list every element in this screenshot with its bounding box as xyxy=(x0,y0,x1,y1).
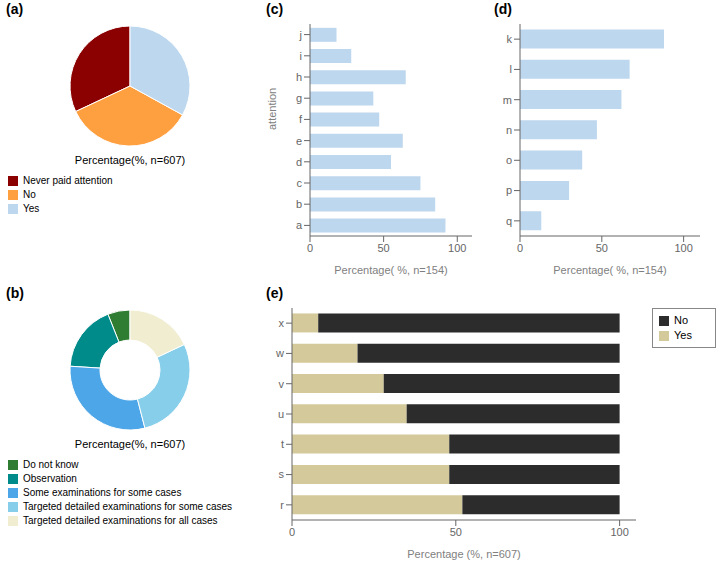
svg-text:q: q xyxy=(506,215,512,227)
svg-text:0: 0 xyxy=(307,242,313,254)
svg-text:s: s xyxy=(279,468,285,480)
svg-text:c: c xyxy=(297,177,303,189)
svg-text:a: a xyxy=(296,219,303,231)
svg-text:t: t xyxy=(281,438,284,450)
html-text:(d): (d) xyxy=(494,1,512,17)
svg-text:g: g xyxy=(296,92,302,104)
html-text:Percentage(%, n=607): Percentage(%, n=607) xyxy=(74,438,186,450)
html-text:Targeted detailed examinations: Targeted detailed examinations for some … xyxy=(23,501,232,512)
svg-text:j: j xyxy=(299,29,302,41)
html-text:Observation: Observation xyxy=(23,473,77,484)
html-text:Percentage(%, n=607): Percentage(%, n=607) xyxy=(74,154,186,166)
html-text:Targeted detailed examinations: Targeted detailed examinations for all c… xyxy=(23,515,218,526)
svg-text:x: x xyxy=(279,317,285,329)
html-text:Yes: Yes xyxy=(23,203,40,214)
html-text:Do not know: Do not know xyxy=(23,459,79,470)
svg-text:b: b xyxy=(296,198,302,210)
svg-text:Percentage( %, n=154): Percentage( %, n=154) xyxy=(553,264,666,276)
svg-text:p: p xyxy=(506,184,512,196)
svg-text:50: 50 xyxy=(450,526,462,538)
svg-text:Percentage (%, n=607): Percentage (%, n=607) xyxy=(407,548,520,560)
html-text:(c): (c) xyxy=(266,1,284,17)
svg-text:100: 100 xyxy=(610,526,628,538)
svg-text:r: r xyxy=(280,499,284,511)
svg-text:d: d xyxy=(296,156,302,168)
svg-text:100: 100 xyxy=(448,242,466,254)
svg-text:n: n xyxy=(506,124,512,136)
svg-text:k: k xyxy=(507,33,513,45)
html-text:No: No xyxy=(23,189,36,200)
svg-text:m: m xyxy=(503,94,512,106)
svg-text:u: u xyxy=(278,408,284,420)
html-text:(e): (e) xyxy=(266,285,284,301)
html-text:No: No xyxy=(674,314,689,326)
html-text:Some examinations for some cas: Some examinations for some cases xyxy=(23,487,182,498)
svg-text:100: 100 xyxy=(674,242,692,254)
svg-text:h: h xyxy=(296,71,302,83)
svg-text:l: l xyxy=(510,63,512,75)
svg-text:attention: attention xyxy=(266,88,278,130)
html-text:Yes: Yes xyxy=(674,329,692,341)
svg-text:50: 50 xyxy=(378,242,390,254)
svg-text:Percentage( %, n=154): Percentage( %, n=154) xyxy=(334,264,447,276)
svg-text:w: w xyxy=(275,347,284,359)
html-text:Never paid attention: Never paid attention xyxy=(23,175,113,186)
svg-text:i: i xyxy=(300,50,302,62)
svg-text:0: 0 xyxy=(289,526,295,538)
svg-text:o: o xyxy=(506,154,512,166)
svg-text:v: v xyxy=(279,378,285,390)
svg-text:e: e xyxy=(296,135,302,147)
svg-text:50: 50 xyxy=(596,242,608,254)
html-text:(b): (b) xyxy=(6,285,24,301)
html-text:(a): (a) xyxy=(6,1,24,17)
svg-text:f: f xyxy=(299,113,303,125)
svg-text:0: 0 xyxy=(517,242,523,254)
